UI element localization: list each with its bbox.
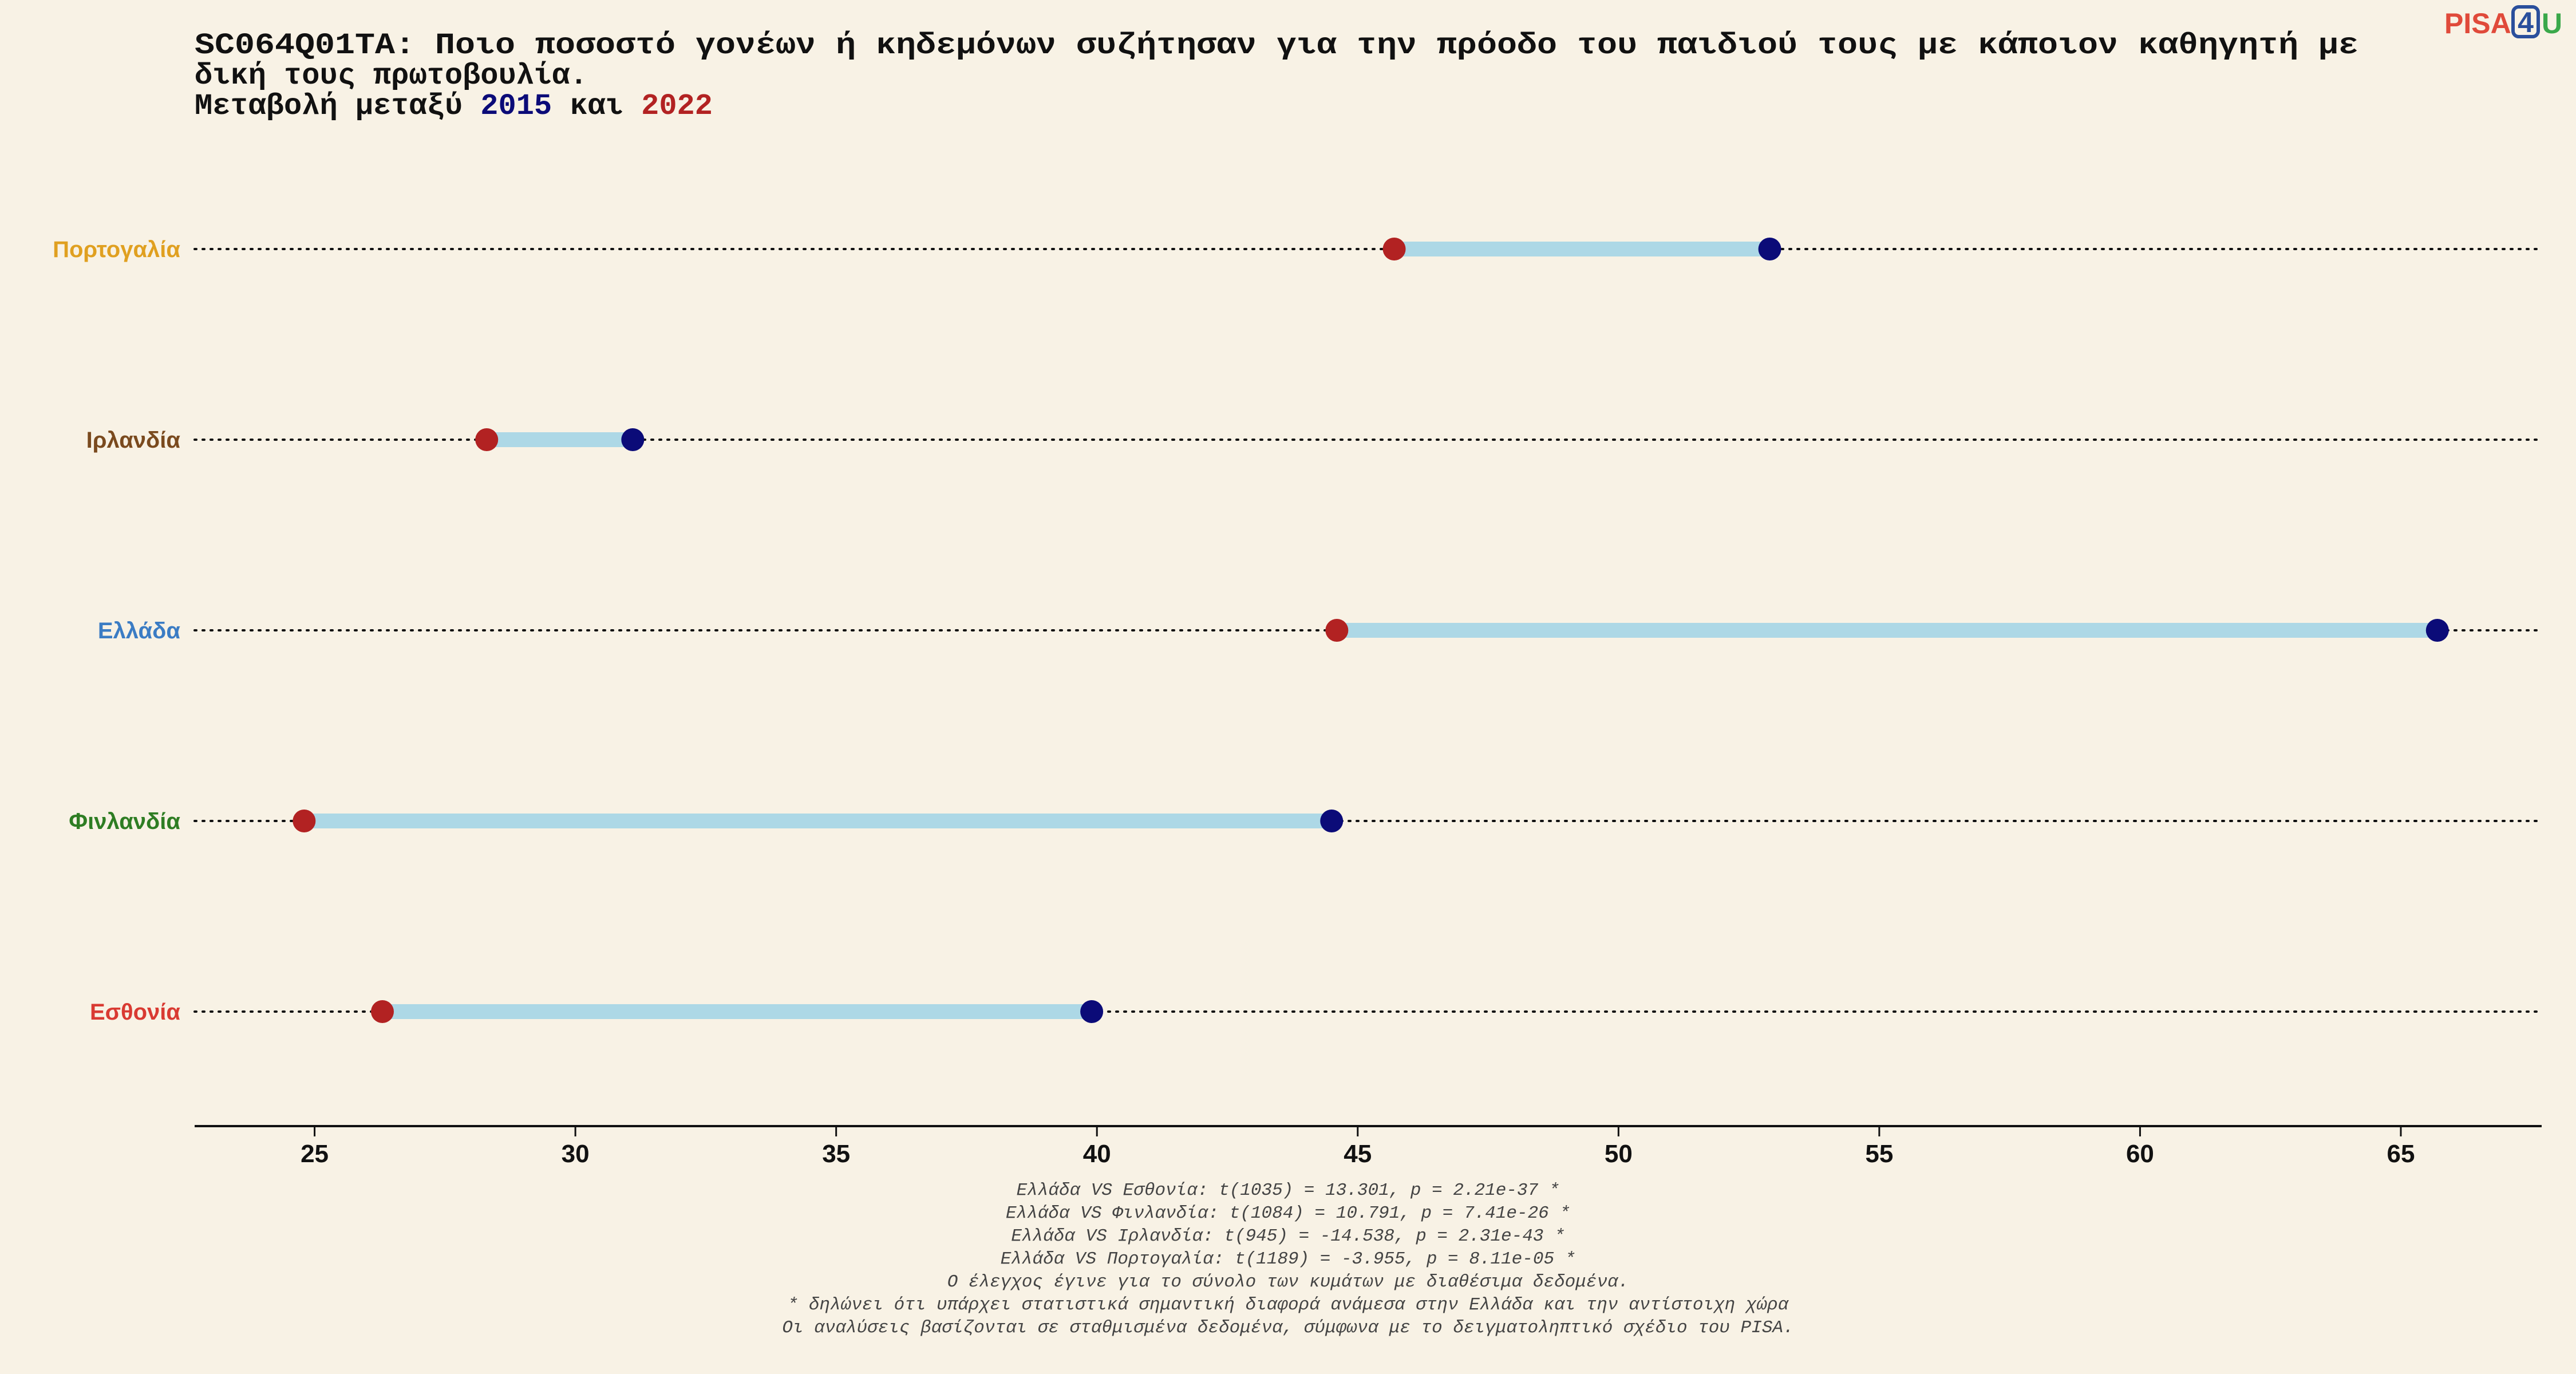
- svg-text:PISA: PISA: [2444, 7, 2511, 40]
- category-label: Εσθονία: [90, 1000, 180, 1025]
- footnote-line: * δηλώνει ότι υπάρχει στατιστικά σημαντι…: [788, 1295, 1789, 1315]
- logo-part-4: 4: [2518, 6, 2534, 38]
- footnote-line: Ελλάδα VS Φινλανδία: t(1084) = 10.791, p…: [1006, 1203, 1570, 1223]
- point-2015: [1080, 1000, 1104, 1023]
- x-tick-label: 65: [2387, 1140, 2415, 1168]
- row-3: Φινλανδία: [69, 809, 2543, 834]
- x-tick-label: 50: [1605, 1140, 1633, 1168]
- x-tick-label: 35: [822, 1140, 850, 1168]
- footnote-line: Ελλάδα VS Εσθονία: t(1035) = 13.301, p =…: [1017, 1180, 1560, 1201]
- title-line-1: SC064Q01TA: Ποιο ποσοστό γονέων ή κηδεμό…: [195, 29, 2358, 62]
- point-2015: [1320, 810, 1344, 832]
- category-label: Ελλάδα: [98, 618, 181, 643]
- point-2022: [293, 810, 316, 832]
- x-axis-ticks: 25 30 35 40 45 50 55 60 65: [301, 1126, 2415, 1168]
- point-2015: [1758, 238, 1781, 260]
- footnote-line: Ο έλεγχος έγινε για το σύνολο των κυμάτω…: [947, 1272, 1629, 1292]
- x-tick-label: 45: [1344, 1140, 1372, 1168]
- row-2: Ελλάδα: [98, 618, 2543, 643]
- point-2022: [371, 1000, 394, 1023]
- x-tick-label: 55: [1865, 1140, 1893, 1168]
- legend-year-2015: 2015: [480, 89, 552, 123]
- pisa4u-logo: PISA 4 U: [2444, 5, 2562, 40]
- logo-part-u: U: [2542, 7, 2562, 40]
- title-line-3-mid: και: [552, 89, 641, 123]
- x-tick-label: 40: [1083, 1140, 1111, 1168]
- x-tick-label: 30: [562, 1140, 590, 1168]
- footnote-line: Ελλάδα VS Ιρλανδία: t(945) = -14.538, p …: [1011, 1226, 1564, 1246]
- footnotes: Ελλάδα VS Εσθονία: t(1035) = 13.301, p =…: [782, 1180, 1793, 1338]
- row-1: Ιρλανδία: [86, 428, 2543, 453]
- point-2022: [475, 428, 499, 451]
- chart-title: SC064Q01TA: Ποιο ποσοστό γονέων ή κηδεμό…: [195, 29, 2358, 123]
- row-4: Εσθονία: [90, 1000, 2543, 1025]
- title-line-2: δική τους πρωτοβουλία.: [195, 59, 588, 93]
- category-label: Ιρλανδία: [86, 428, 181, 453]
- x-tick-label: 25: [301, 1140, 329, 1168]
- point-2015: [2425, 619, 2449, 642]
- legend-year-2022: 2022: [641, 89, 713, 123]
- logo-part-pisa: PISA: [2444, 7, 2511, 40]
- footnote-line: Ελλάδα VS Πορτογαλία: t(1189) = -3.955, …: [1001, 1249, 1576, 1269]
- footnote-line: Οι αναλύσεις βασίζονται σε σταθμισμένα δ…: [782, 1318, 1793, 1338]
- category-label: Φινλανδία: [69, 809, 180, 834]
- point-2022: [1325, 619, 1349, 642]
- row-0: Πορτογαλία: [53, 237, 2543, 262]
- x-tick-label: 60: [2126, 1140, 2154, 1168]
- category-label: Πορτογαλία: [53, 237, 180, 262]
- logo-box: [2511, 5, 2540, 38]
- title-line-3-prefix: Μεταβολή μεταξύ: [195, 89, 480, 123]
- chart-rows: Πορτογαλία Ιρλανδία Ελλάδα Φινλανδία Εσθονία: [53, 237, 2543, 1025]
- point-2022: [1382, 238, 1406, 260]
- title-line-3: Μεταβολή μεταξύ 2015 και 2022: [195, 89, 713, 123]
- point-2015: [621, 428, 645, 451]
